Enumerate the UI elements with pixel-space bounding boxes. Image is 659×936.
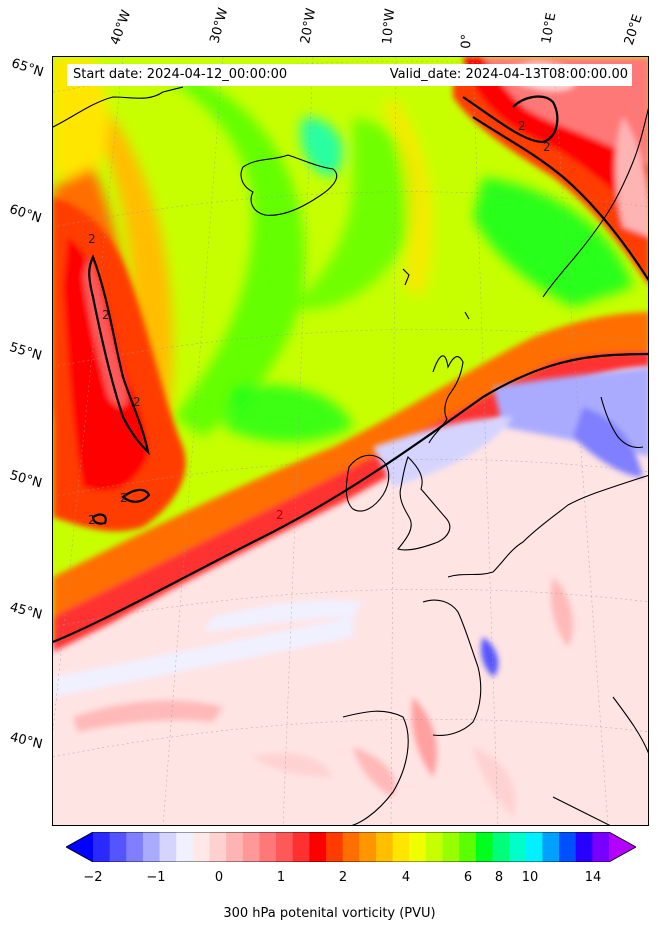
lon-label: 20°E xyxy=(621,12,646,48)
colorbar-swatch xyxy=(242,832,261,862)
colorbar-tick: 10 xyxy=(521,870,539,885)
colorbar-tick: 2 xyxy=(338,870,348,885)
colorbar-swatch xyxy=(176,832,194,862)
colorbar-swatch xyxy=(492,832,510,862)
lon-label: 10°W xyxy=(380,7,399,45)
colorbar-label: 300 hPa potenital vorticity (PVU) xyxy=(223,906,436,921)
lat-label: 65°N xyxy=(9,56,46,81)
pv-field: 2 2 2 2 2 2 2 2 xyxy=(53,57,648,825)
colorbar-tick: 14 xyxy=(584,870,602,885)
lon-label: 30°W xyxy=(207,6,232,45)
colorbar-swatch xyxy=(425,832,444,862)
colorbar-swatch xyxy=(159,832,177,862)
colorbar-tick: −2 xyxy=(83,870,103,885)
lat-label: 60°N xyxy=(7,202,44,227)
contour-label: 2 xyxy=(133,395,141,409)
colorbar-swatch xyxy=(309,832,327,862)
contour-label: 2 xyxy=(276,508,284,522)
colorbar-tick: 1 xyxy=(276,870,286,885)
start-date: Start date: 2024-04-12_00:00:00 xyxy=(73,67,288,82)
colorbar-extend-low xyxy=(66,832,93,862)
colorbar-swatch xyxy=(342,832,360,862)
lat-label: 40°N xyxy=(8,730,44,753)
colorbar-swatch xyxy=(209,832,227,862)
colorbar-swatch xyxy=(575,832,593,862)
colorbar-tick: 0 xyxy=(214,870,224,885)
contour-label: 2 xyxy=(518,119,526,133)
colorbar-swatch xyxy=(326,832,344,862)
colorbar-swatch xyxy=(276,832,294,862)
colorbar-swatch xyxy=(475,832,494,862)
lon-label: 10°E xyxy=(539,11,560,45)
colorbar xyxy=(66,832,636,862)
colorbar-swatch xyxy=(259,832,277,862)
lat-label: 45°N xyxy=(8,600,44,623)
colorbar-swatch xyxy=(409,832,427,862)
colorbar-swatch xyxy=(525,832,544,862)
lat-label: 50°N xyxy=(7,468,44,492)
colorbar-swatch xyxy=(142,832,161,862)
colorbar-swatch xyxy=(559,832,577,862)
colorbar-swatch xyxy=(442,832,460,862)
colorbar-swatch xyxy=(126,832,144,862)
colorbar-swatch xyxy=(542,832,560,862)
colorbar-swatch xyxy=(192,832,211,862)
colorbar-swatch xyxy=(375,832,394,862)
colorbar-tick: 6 xyxy=(463,870,473,885)
lat-label: 55°N xyxy=(7,340,44,364)
contour-label: 2 xyxy=(543,140,551,154)
colorbar-swatch xyxy=(359,832,377,862)
colorbar-extend-high xyxy=(609,832,636,862)
pv-2-contours xyxy=(53,95,648,644)
colorbar-tick: −1 xyxy=(146,870,166,885)
contour-label: 2 xyxy=(88,232,96,246)
colorbar-swatch xyxy=(109,832,127,862)
colorbar-swatch xyxy=(226,832,244,862)
coastlines xyxy=(53,86,648,825)
contour-label: 2 xyxy=(120,491,128,505)
graticule xyxy=(53,57,648,825)
lon-label: 0° xyxy=(459,33,475,49)
contour-label: 2 xyxy=(88,513,96,527)
map-panel[interactable]: 2 2 2 2 2 2 2 2 xyxy=(52,56,649,826)
contour-label: 2 xyxy=(102,308,110,322)
colorbar-swatch xyxy=(93,832,111,862)
colorbar-tick: 4 xyxy=(401,870,411,885)
lon-label: 40°W xyxy=(107,8,135,47)
colorbar-swatch xyxy=(292,832,310,862)
contour-labels: 2 2 2 2 2 2 2 2 xyxy=(88,119,551,527)
valid-date: Valid_date: 2024-04-13T08:00:00.00 xyxy=(389,67,628,82)
colorbar-swatch xyxy=(459,832,477,862)
colorbar-swatch xyxy=(592,832,610,862)
colorbar-swatch xyxy=(392,832,410,862)
colorbar-tick: 8 xyxy=(494,870,504,885)
info-box: Start date: 2024-04-12_00:00:00 Valid_da… xyxy=(67,64,632,86)
colorbar-swatch xyxy=(509,832,527,862)
lon-label: 20°W xyxy=(298,7,320,46)
